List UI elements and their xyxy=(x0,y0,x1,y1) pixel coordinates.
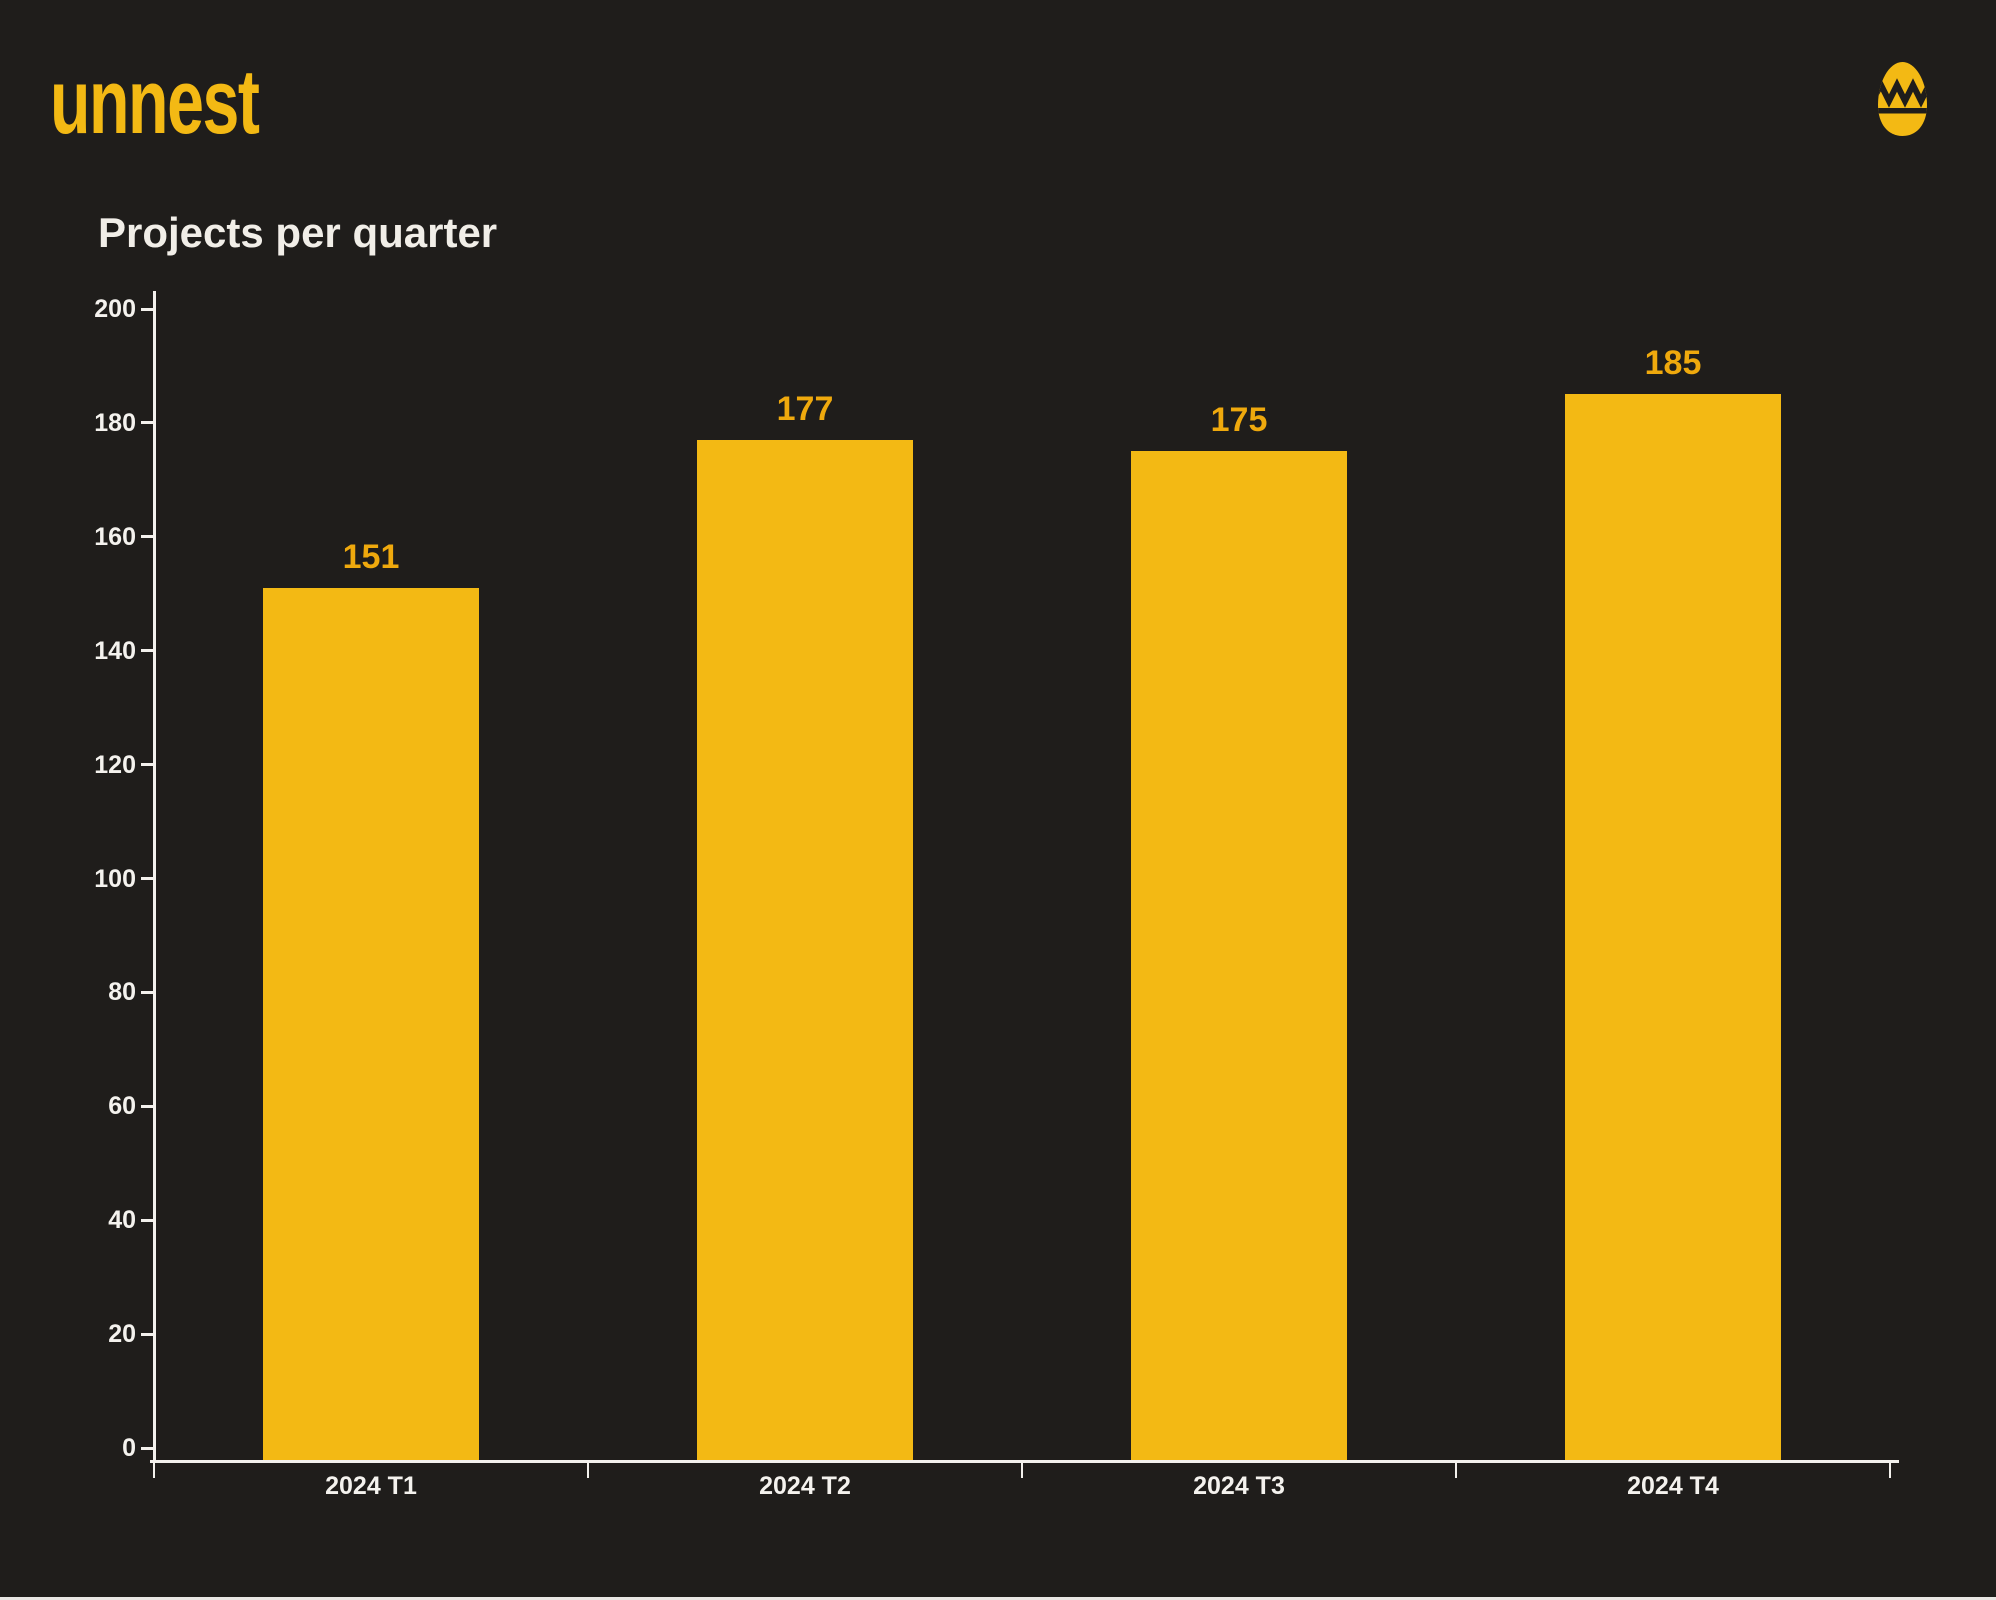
bar-value-label: 175 xyxy=(1210,401,1268,440)
y-axis-tick xyxy=(141,1218,153,1222)
y-axis-tick-label: 200 xyxy=(94,295,136,323)
y-axis-tick xyxy=(141,421,153,425)
bar xyxy=(1565,394,1781,1460)
x-axis-tick xyxy=(1021,1463,1023,1478)
x-axis-tick xyxy=(1889,1463,1891,1478)
y-axis-spine xyxy=(153,291,156,1463)
x-axis-label: 2024 T1 xyxy=(325,1472,417,1500)
bar xyxy=(263,588,479,1460)
y-axis-tick-label: 40 xyxy=(108,1206,136,1235)
chart-title: Projects per quarter xyxy=(98,209,498,256)
x-axis-spine xyxy=(150,1460,1899,1463)
y-axis-tick xyxy=(141,649,153,653)
window-bottom-edge xyxy=(0,1597,1996,1600)
y-axis-tick-label: 120 xyxy=(94,750,136,779)
y-axis-tick xyxy=(141,1332,153,1336)
bar xyxy=(697,439,913,1460)
y-axis-tick-label: 0 xyxy=(122,1434,136,1462)
y-axis-tick-label: 100 xyxy=(94,864,136,893)
bar-value-label: 177 xyxy=(776,389,834,428)
x-axis-tick xyxy=(1455,1463,1457,1478)
x-axis-label: 2024 T2 xyxy=(759,1472,851,1500)
bar-value-label: 185 xyxy=(1644,344,1702,383)
y-axis-tick xyxy=(141,990,153,994)
x-axis-tick xyxy=(587,1463,589,1478)
x-axis-label: 2024 T4 xyxy=(1627,1472,1719,1500)
y-axis-tick-label: 20 xyxy=(108,1320,136,1349)
y-axis-tick-label: 60 xyxy=(108,1092,136,1121)
y-axis-tick-label: 140 xyxy=(94,636,136,665)
y-axis-tick-label: 160 xyxy=(94,522,136,551)
y-axis-tick xyxy=(141,535,153,539)
y-axis-tick xyxy=(141,763,153,767)
y-axis-tick xyxy=(141,1104,153,1108)
bar-value-label: 151 xyxy=(342,538,400,577)
y-axis-tick xyxy=(141,1446,153,1450)
y-axis-tick-label: 80 xyxy=(108,978,136,1007)
y-axis-tick xyxy=(141,877,153,880)
x-axis-tick xyxy=(153,1463,155,1478)
y-axis-tick xyxy=(141,307,153,311)
x-axis-label: 2024 T3 xyxy=(1193,1472,1285,1500)
y-axis-tick-label: 180 xyxy=(94,408,136,437)
bar xyxy=(1131,451,1347,1460)
cracked-egg-icon xyxy=(1878,62,1927,136)
logo-text: unnest xyxy=(50,51,260,153)
